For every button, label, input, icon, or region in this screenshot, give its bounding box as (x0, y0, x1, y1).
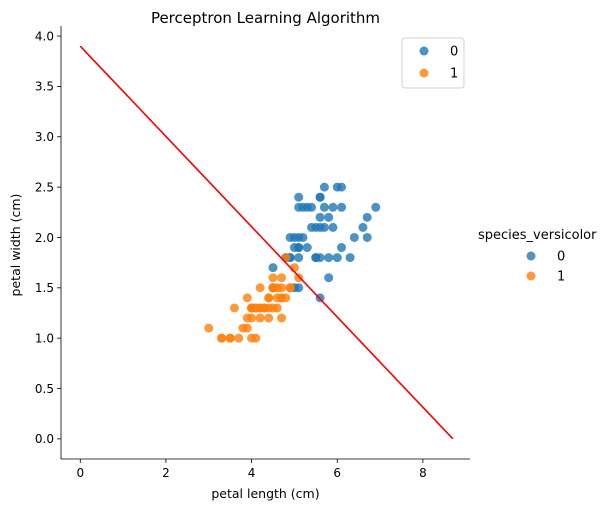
legend-outside-label-1: 1 (557, 270, 565, 285)
data-point-series-1 (225, 333, 235, 343)
data-point-series-1 (281, 253, 291, 263)
data-point-series-0 (337, 182, 347, 192)
data-point-series-1 (255, 283, 265, 293)
data-point-series-1 (251, 303, 261, 313)
data-point-series-0 (307, 202, 317, 212)
data-point-series-0 (332, 253, 342, 263)
legend-outside-title: species_versicolor (478, 228, 597, 243)
data-point-series-1 (277, 313, 287, 323)
data-point-series-1 (294, 273, 304, 283)
data-point-series-1 (264, 293, 274, 303)
data-point-series-0 (324, 212, 334, 222)
data-point-series-0 (298, 202, 308, 212)
data-point-series-1 (268, 273, 278, 283)
data-point-series-0 (315, 222, 325, 232)
y-tick-label: 4.0 (35, 29, 54, 43)
x-axis-label: petal length (cm) (211, 486, 319, 501)
x-tick-label: 2 (162, 466, 170, 480)
y-tick-label: 0.5 (35, 382, 54, 396)
y-tick-label: 0.0 (35, 432, 54, 446)
decision-line-layer (79, 45, 454, 440)
data-point-series-0 (294, 192, 304, 202)
y-axis-label: petal width (cm) (8, 194, 23, 297)
data-point-series-0 (294, 253, 304, 263)
data-point-series-0 (289, 243, 299, 253)
legend-outside[interactable]: species_versicolor 0 1 (478, 228, 597, 285)
data-point-series-0 (349, 232, 359, 242)
data-point-series-1 (247, 313, 257, 323)
x-tick-label: 6 (333, 466, 341, 480)
points-layer (204, 182, 381, 343)
data-point-series-0 (319, 202, 329, 212)
data-point-series-0 (328, 222, 338, 232)
data-point-series-1 (217, 333, 227, 343)
legend-outside-label-0: 0 (557, 250, 565, 265)
data-point-series-0 (362, 212, 372, 222)
data-point-series-1 (272, 293, 282, 303)
x-tick-label: 4 (248, 466, 256, 480)
decision-boundary-line (79, 45, 454, 440)
data-point-series-0 (315, 192, 325, 202)
data-point-series-1 (251, 333, 261, 343)
data-point-series-1 (272, 303, 282, 313)
data-point-series-0 (319, 182, 329, 192)
x-tick-label: 0 (76, 466, 84, 480)
y-tick-label: 2.0 (35, 231, 54, 245)
data-point-series-1 (264, 313, 274, 323)
legend-inside[interactable]: 0 1 (401, 37, 465, 89)
x-tick-label: 8 (419, 466, 427, 480)
data-point-series-0 (294, 283, 304, 293)
x-ticks: 0 2 4 6 8 (76, 459, 427, 480)
chart-title: Perceptron Learning Algorithm (151, 9, 380, 27)
data-point-series-1 (242, 293, 252, 303)
data-point-series-1 (238, 323, 248, 333)
y-tick-label: 3.0 (35, 130, 54, 144)
data-point-series-0 (268, 263, 278, 273)
y-tick-label: 1.5 (35, 281, 54, 295)
data-point-series-0 (307, 222, 317, 232)
data-point-series-0 (324, 253, 334, 263)
data-point-series-0 (315, 212, 325, 222)
data-point-series-0 (337, 243, 347, 253)
legend-outside-marker-0 (526, 251, 536, 261)
data-point-series-1 (277, 273, 287, 283)
legend-outside-marker-1 (526, 271, 536, 281)
legend-inside-label-0: 0 (450, 45, 458, 60)
data-point-series-0 (337, 202, 347, 212)
data-point-series-1 (229, 303, 239, 313)
data-point-series-0 (285, 232, 295, 242)
data-point-series-1 (268, 283, 278, 293)
legend-inside-label-1: 1 (450, 67, 458, 82)
legend-inside-frame (401, 37, 465, 89)
legend-marker-1 (419, 68, 429, 78)
y-tick-label: 2.5 (35, 180, 54, 194)
data-point-series-0 (371, 202, 381, 212)
data-point-series-0 (358, 222, 368, 232)
legend-marker-0 (419, 46, 429, 56)
data-point-series-0 (302, 243, 312, 253)
data-point-series-1 (259, 303, 269, 313)
y-tick-label: 1.0 (35, 331, 54, 345)
y-tick-label: 3.5 (35, 80, 54, 94)
data-point-series-1 (204, 323, 214, 333)
data-point-series-1 (234, 333, 244, 343)
data-point-series-1 (281, 293, 291, 303)
data-point-series-0 (362, 232, 372, 242)
data-point-series-1 (277, 283, 287, 293)
data-point-series-0 (298, 232, 308, 242)
data-point-series-1 (255, 313, 265, 323)
data-point-series-0 (311, 253, 321, 263)
data-point-series-0 (345, 253, 355, 263)
data-point-series-0 (324, 273, 334, 283)
data-point-series-1 (285, 283, 295, 293)
y-ticks: 0.0 0.5 1.0 1.5 2.0 2.5 3.0 3.5 4.0 (35, 29, 61, 446)
data-point-series-0 (328, 202, 338, 212)
